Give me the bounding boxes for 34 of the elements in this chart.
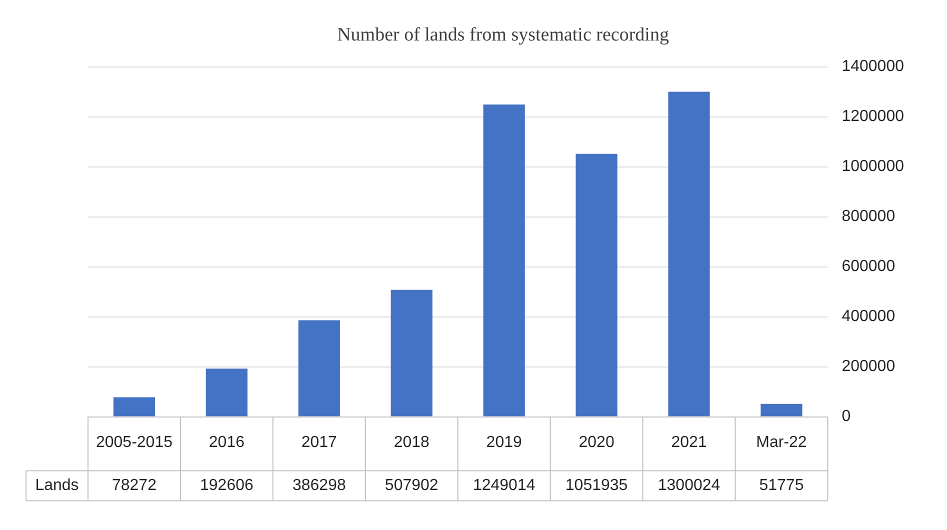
y-tick-label: 1400000 bbox=[842, 58, 904, 76]
x-tick-label: 2020 bbox=[578, 434, 614, 451]
bar bbox=[760, 404, 802, 416]
data-label: 1051935 bbox=[565, 477, 628, 494]
y-tick-label: 0 bbox=[842, 408, 851, 426]
data-label: 386298 bbox=[292, 477, 346, 494]
x-tick-label: 2016 bbox=[208, 434, 245, 451]
y-tick-label: 800000 bbox=[842, 208, 896, 226]
x-tick-label: 2005-2015 bbox=[96, 434, 173, 451]
y-tick-label: 600000 bbox=[842, 258, 896, 276]
data-label: 507902 bbox=[384, 477, 438, 494]
data-label: 1249014 bbox=[472, 477, 536, 494]
y-tick-label: 400000 bbox=[842, 308, 896, 326]
data-label: 78272 bbox=[112, 477, 157, 494]
bar bbox=[483, 104, 525, 416]
y-tick-label: 1200000 bbox=[842, 108, 904, 126]
bar bbox=[390, 290, 432, 416]
bar bbox=[113, 397, 156, 416]
bar bbox=[668, 92, 710, 416]
x-tick-label: Mar-22 bbox=[756, 434, 807, 451]
y-tick-label: 1000000 bbox=[842, 158, 904, 176]
text: Lands bbox=[35, 477, 79, 494]
chart-title: Number of lands from systematic recording bbox=[337, 24, 670, 46]
x-tick-label: 2021 bbox=[671, 434, 707, 451]
bar bbox=[576, 154, 618, 416]
bar bbox=[298, 320, 340, 416]
x-tick-label: 2017 bbox=[301, 434, 338, 451]
y-tick-label: 200000 bbox=[842, 358, 896, 376]
data-label: 192606 bbox=[200, 477, 254, 494]
data-label: 1300024 bbox=[658, 477, 720, 494]
x-tick-label: 2019 bbox=[486, 434, 522, 451]
data-label: 51775 bbox=[759, 477, 804, 494]
x-tick-label: 2018 bbox=[394, 434, 430, 451]
bar bbox=[206, 368, 248, 416]
